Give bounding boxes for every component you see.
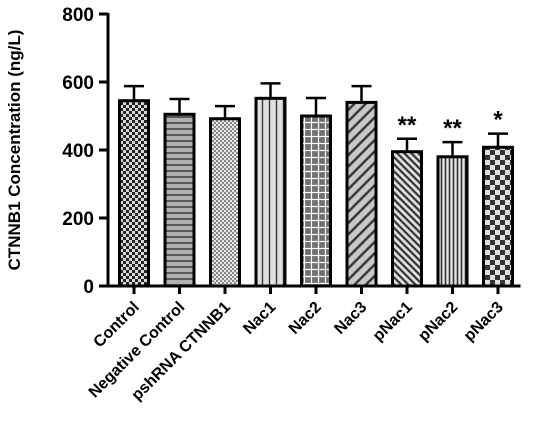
x-tick-label: Nac3 [331, 299, 370, 338]
bar [209, 117, 241, 288]
x-tick-label: pNac1 [370, 299, 416, 345]
bar [300, 114, 332, 288]
y-tick-label: 0 [83, 277, 94, 298]
x-tick-label: Nac1 [240, 299, 279, 338]
y-tick-label: 800 [62, 5, 94, 26]
bar [254, 96, 287, 288]
bar [482, 145, 514, 288]
x-tick-label: Nac2 [286, 299, 325, 338]
significance-marker: ** [443, 115, 462, 142]
bar [391, 150, 423, 288]
bar [163, 112, 196, 288]
x-tick-label: pNac3 [461, 299, 507, 345]
y-axis: 0 200 400 600 800 [62, 5, 110, 298]
bars: ** ** * [118, 82, 514, 288]
bar [118, 99, 150, 288]
bar [436, 155, 469, 288]
significance-marker: * [493, 107, 503, 134]
y-tick-label: 400 [62, 141, 94, 162]
bar [345, 100, 378, 288]
y-axis-label: CTNNB1 Concentration (ng/L) [5, 30, 24, 271]
significance-marker: ** [398, 112, 417, 139]
y-tick-label: 200 [62, 209, 94, 230]
x-tick-label: pNac2 [415, 299, 461, 345]
y-tick-label: 600 [62, 73, 94, 94]
